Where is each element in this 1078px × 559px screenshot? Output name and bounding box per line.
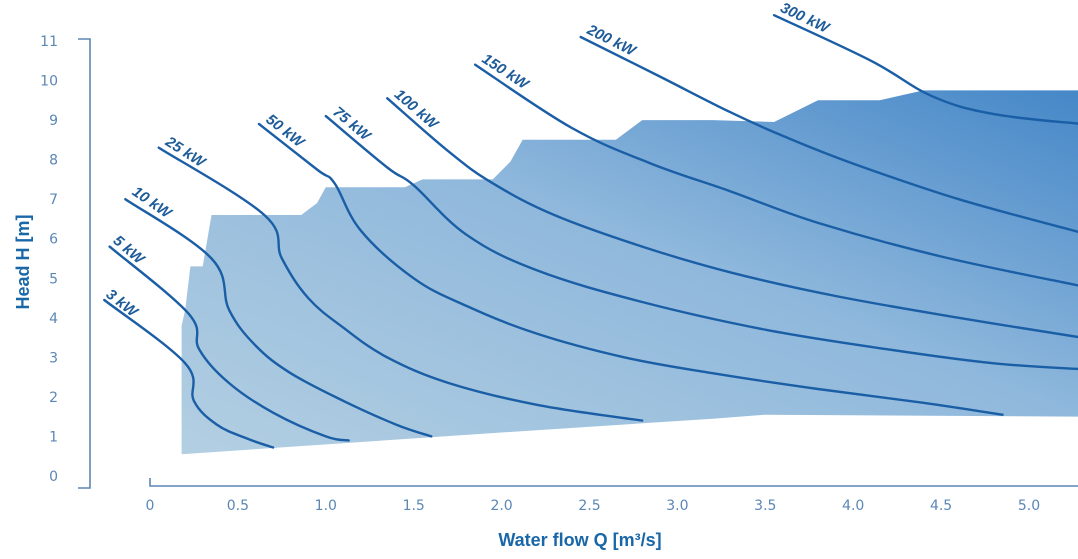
- curve-100-kw: [386, 97, 1078, 339]
- x-tick-label: 4.0: [842, 498, 864, 514]
- x-tick-label: 2.5: [578, 498, 600, 514]
- x-tick-label: 1.5: [403, 498, 425, 514]
- y-tick-label: 0: [49, 469, 58, 485]
- application-range-polygon: [181, 90, 1078, 455]
- x-axis-line: [149, 478, 1078, 487]
- curve-200-kw: [579, 35, 1078, 234]
- y-tick-label: 2: [49, 390, 58, 406]
- curve-75-kw: [324, 114, 1078, 371]
- x-axis-label: Water flow Q [m³/s]: [498, 530, 661, 550]
- curve-3-kw: [103, 298, 275, 449]
- y-tick-label: 7: [49, 192, 58, 208]
- x-tick-label: 1.0: [315, 498, 337, 514]
- curve-10-kw: [124, 198, 433, 438]
- curve-label-200-kw: 200 kW: [583, 21, 639, 61]
- curve-150-kw: [474, 63, 1078, 287]
- x-tick-label: 0: [146, 498, 155, 514]
- x-tick-labels: 0 0.5 1.0 1.5 2.0 2.5 3.0 3.5 4.0 4.5 5.0: [146, 498, 1041, 514]
- x-tick-label: 4.5: [930, 498, 952, 514]
- y-tick-label: 9: [49, 113, 58, 129]
- y-tick-label: 1: [49, 429, 58, 445]
- y-tick-label: 10: [40, 74, 58, 90]
- axes: [78, 38, 1078, 489]
- x-tick-label: 3.5: [754, 498, 776, 514]
- curve-300-kw: [772, 14, 1078, 125]
- curve-5-kw: [108, 245, 350, 442]
- x-tick-label: 0.5: [227, 498, 249, 514]
- curve-label-300-kw: 300 kW: [778, 0, 834, 37]
- y-tick-label: 5: [49, 271, 58, 287]
- y-axis-label: Head H [m]: [13, 214, 33, 309]
- y-tick-label: 4: [49, 311, 58, 327]
- y-tick-label: 3: [49, 350, 58, 366]
- curve-50-kw: [257, 122, 1004, 416]
- y-tick-labels: 0 1 2 3 4 5 6 7 8 9 10 11: [40, 34, 58, 485]
- y-tick-label: 11: [40, 34, 58, 50]
- x-tick-label: 3.0: [666, 498, 688, 514]
- y-tick-label: 6: [49, 232, 58, 248]
- x-tick-label: 5.0: [1018, 498, 1040, 514]
- x-tick-label: 2.0: [490, 498, 512, 514]
- application-range-area: [181, 90, 1078, 455]
- y-axis-line: [78, 38, 91, 489]
- y-tick-label: 8: [49, 153, 58, 169]
- curve-25-kw: [157, 146, 644, 422]
- power-curves: [103, 14, 1078, 449]
